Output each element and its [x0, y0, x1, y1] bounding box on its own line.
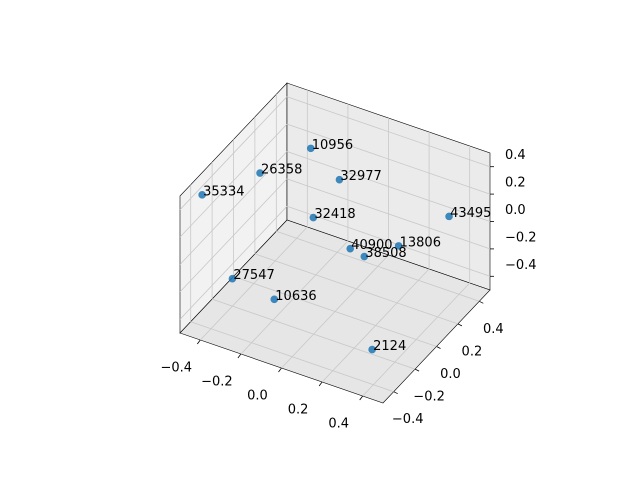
grid-line: [286, 151, 491, 222]
y-tick-label: 0.4: [483, 322, 504, 337]
x-tick-label: 0.4: [328, 417, 349, 432]
y-tick-label: 0.2: [462, 344, 483, 359]
point: [445, 212, 453, 221]
point: [228, 274, 237, 283]
z-tick-label: 0.4: [505, 148, 526, 163]
z-tick-label: 0.0: [505, 203, 526, 218]
point: [335, 175, 344, 184]
y-tick-label: 0.0: [440, 367, 461, 382]
x-tick-label: −0.2: [201, 375, 233, 390]
point: [360, 252, 369, 261]
grid-line: [211, 298, 416, 370]
x-tick-label: −0.4: [161, 361, 193, 376]
tick-mark: [237, 353, 242, 359]
grid-line: [286, 96, 491, 168]
point-label: 32418: [314, 207, 355, 222]
point-label: 43495: [450, 206, 491, 221]
tick-mark: [278, 367, 282, 373]
grid-line: [276, 230, 480, 302]
tick-mark: [414, 368, 420, 372]
y-tick-label: −0.4: [392, 412, 424, 427]
tick-mark: [479, 300, 484, 304]
point-label: 10636: [275, 289, 316, 304]
point-label: 10956: [312, 138, 353, 153]
z-tick-label: −0.4: [505, 258, 537, 273]
y-tick-label: −0.2: [413, 390, 445, 405]
grid-line: [179, 206, 288, 320]
point: [309, 213, 318, 222]
grid-line: [190, 321, 394, 393]
point-label: 2124: [373, 339, 406, 354]
grid-line: [286, 123, 491, 195]
tick-mark: [436, 346, 441, 349]
tick-mark: [393, 391, 398, 395]
z-tick-label: 0.2: [505, 176, 526, 191]
point: [256, 169, 264, 177]
point: [198, 191, 206, 199]
tick-mark: [359, 395, 364, 401]
point-label: 26358: [261, 163, 302, 178]
grid-line: [254, 253, 459, 325]
point: [368, 345, 376, 354]
point: [394, 242, 403, 250]
grid-line: [233, 276, 437, 347]
point-label: 32977: [340, 169, 381, 184]
point: [346, 244, 355, 253]
grid-line: [179, 96, 288, 210]
point-label: 13806: [400, 235, 441, 250]
point-label: 35334: [203, 184, 244, 199]
point: [306, 144, 315, 153]
point: [270, 295, 279, 304]
grid-line: [179, 151, 288, 265]
grid-line: [179, 178, 288, 293]
tick-mark: [318, 381, 323, 387]
tick-mark: [457, 323, 463, 327]
point-label: 40900: [351, 238, 392, 253]
z-tick-label: −0.2: [505, 230, 537, 245]
tick-mark: [196, 339, 201, 345]
point-label: 27547: [233, 268, 274, 283]
grid-line: [286, 205, 491, 277]
x-tick-label: 0.2: [288, 403, 309, 418]
grid-line: [179, 123, 288, 238]
point-label: 38508: [365, 246, 406, 261]
x-tick-label: 0.0: [247, 389, 268, 404]
grid-line: [286, 178, 491, 250]
